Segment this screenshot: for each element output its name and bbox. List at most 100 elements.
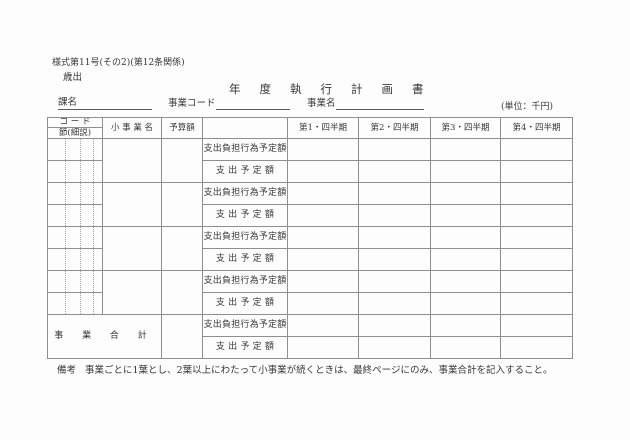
page-title: 年度執行計画書	[229, 82, 443, 96]
code-input-cell[interactable]	[47, 138, 103, 162]
code-subcolumn-dividers	[49, 227, 102, 248]
quarter-amount-cell[interactable]	[430, 226, 501, 250]
code-input-cell[interactable]	[47, 270, 103, 294]
row-label-column-header	[202, 116, 288, 140]
row-label-payment: 支 出 予 定 額	[202, 336, 288, 360]
row-label-obligation: 支出負担行為予定額	[202, 182, 288, 206]
quarter-3-header: 第3・四半期	[430, 116, 501, 140]
row-label-payment: 支 出 予 定 額	[202, 248, 288, 272]
quarter-amount-cell[interactable]	[287, 292, 359, 316]
quarter-amount-cell[interactable]	[500, 226, 573, 250]
project-code-label: 事業コード	[168, 98, 216, 109]
field-division: 課名	[58, 96, 152, 110]
code-subcolumn-dividers	[49, 139, 102, 160]
subproject-header: 小 事 業 名	[102, 116, 162, 140]
remarks-text: 事業ごとに1葉とし、2葉以上にわたって小事業が続くときは、最終ページにのみ、事業…	[85, 365, 553, 376]
quarter-amount-cell[interactable]	[500, 138, 573, 162]
quarter-amount-cell[interactable]	[430, 138, 501, 162]
quarter-amount-cell[interactable]	[358, 336, 431, 360]
section-detail-header: 節(細説)	[47, 127, 103, 140]
budget-amount-cell[interactable]	[161, 182, 203, 228]
quarter-amount-cell[interactable]	[287, 160, 359, 184]
quarter-amount-cell[interactable]	[287, 138, 359, 162]
division-label: 課名	[58, 94, 78, 110]
quarter-amount-cell[interactable]	[287, 248, 359, 272]
quarter-amount-cell[interactable]	[358, 226, 431, 250]
quarter-amount-cell[interactable]	[287, 226, 359, 250]
remarks-label: 備考	[57, 365, 77, 376]
remarks-note: 備考 事業ごとに1葉とし、2葉以上にわたって小事業が続くときは、最終ページにのみ、…	[57, 362, 552, 376]
quarter-4-header: 第4・四半期	[500, 116, 573, 140]
quarter-amount-cell[interactable]	[500, 270, 573, 294]
quarter-amount-cell[interactable]	[358, 160, 431, 184]
code-subcolumn-dividers	[49, 161, 102, 182]
division-input[interactable]	[77, 97, 152, 110]
row-label-obligation: 支出負担行為予定額	[202, 314, 288, 338]
code-input-cell[interactable]	[47, 248, 103, 272]
field-project-name: 事業名	[307, 96, 424, 110]
quarter-amount-cell[interactable]	[430, 248, 501, 272]
quarter-amount-cell[interactable]	[287, 336, 359, 360]
code-input-cell[interactable]	[47, 182, 103, 206]
quarter-amount-cell[interactable]	[287, 204, 359, 228]
quarter-amount-cell[interactable]	[430, 292, 501, 316]
code-input-cell[interactable]	[47, 226, 103, 250]
quarter-amount-cell[interactable]	[500, 204, 573, 228]
subproject-name-cell[interactable]	[102, 182, 162, 228]
total-row-label: 事 業 合 計	[47, 314, 162, 360]
budget-amount-cell[interactable]	[161, 270, 203, 316]
quarter-amount-cell[interactable]	[358, 248, 431, 272]
quarter-amount-cell[interactable]	[287, 182, 359, 206]
subproject-name-cell[interactable]	[102, 270, 162, 316]
subproject-name-cell[interactable]	[102, 226, 162, 272]
field-project-code: 事業コード	[168, 96, 290, 110]
row-label-payment: 支 出 予 定 額	[202, 160, 288, 184]
quarter-amount-cell[interactable]	[430, 270, 501, 294]
code-subcolumn-dividers	[49, 249, 102, 270]
budget-amount-cell[interactable]	[161, 314, 203, 360]
quarter-amount-cell[interactable]	[430, 314, 501, 338]
budget-amount-cell[interactable]	[161, 138, 203, 184]
quarter-amount-cell[interactable]	[430, 182, 501, 206]
code-input-cell[interactable]	[47, 204, 103, 228]
quarter-amount-cell[interactable]	[500, 160, 573, 184]
project-name-input[interactable]	[335, 97, 424, 110]
budget-header: 予算額	[161, 116, 203, 140]
quarter-amount-cell[interactable]	[430, 204, 501, 228]
subproject-name-cell[interactable]	[102, 138, 162, 184]
project-code-input[interactable]	[215, 97, 290, 110]
quarter-amount-cell[interactable]	[358, 204, 431, 228]
code-subcolumn-dividers	[49, 271, 102, 292]
code-input-cell[interactable]	[47, 160, 103, 184]
row-label-obligation: 支出負担行為予定額	[202, 226, 288, 250]
row-label-obligation: 支出負担行為予定額	[202, 138, 288, 162]
quarter-amount-cell[interactable]	[500, 248, 573, 272]
form-number: 様式第11号(その2)(第12条関係)	[52, 58, 185, 68]
quarter-amount-cell[interactable]	[287, 314, 359, 338]
project-name-label: 事業名	[307, 98, 336, 109]
quarter-amount-cell[interactable]	[500, 336, 573, 360]
quarter-amount-cell[interactable]	[358, 138, 431, 162]
execution-plan-table: コ ー ド 小 事 業 名 予算額 第1・四半期 第2・四半期 第3・四半期 第…	[47, 116, 573, 360]
code-subcolumn-dividers	[49, 293, 102, 314]
quarter-amount-cell[interactable]	[358, 270, 431, 294]
code-input-cell[interactable]	[47, 292, 103, 316]
quarter-amount-cell[interactable]	[287, 270, 359, 294]
section-label: 歳出	[63, 72, 83, 83]
code-subcolumn-dividers	[49, 183, 102, 204]
quarter-2-header: 第2・四半期	[358, 116, 431, 140]
budget-amount-cell[interactable]	[161, 226, 203, 272]
code-subcolumn-dividers	[49, 205, 102, 226]
quarter-amount-cell[interactable]	[430, 160, 501, 184]
quarter-1-header: 第1・四半期	[287, 116, 359, 140]
code-header: コ ー ド	[47, 116, 103, 129]
row-label-payment: 支 出 予 定 額	[202, 204, 288, 228]
quarter-amount-cell[interactable]	[500, 182, 573, 206]
quarter-amount-cell[interactable]	[430, 336, 501, 360]
quarter-amount-cell[interactable]	[358, 292, 431, 316]
quarter-amount-cell[interactable]	[500, 314, 573, 338]
quarter-amount-cell[interactable]	[358, 314, 431, 338]
quarter-amount-cell[interactable]	[500, 292, 573, 316]
quarter-amount-cell[interactable]	[358, 182, 431, 206]
